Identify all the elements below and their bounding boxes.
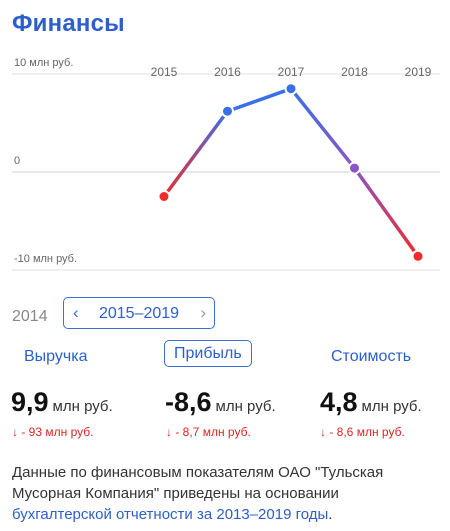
data-point-2015 [157, 190, 171, 203]
tab-revenue-label: Выручка [24, 348, 88, 365]
metric-revenue-unit: млн руб. [52, 398, 113, 415]
chart-points [157, 82, 425, 263]
chart-grid [12, 73, 440, 271]
source-note-link[interactable]: бухгалтерской отчетности за 2013–2019 го… [12, 506, 329, 523]
arrow-down-icon: ↓ [320, 425, 326, 439]
source-note-text: Данные по финансовым показателям ОАО "Ту… [12, 464, 384, 502]
metric-value-delta-text: - 8,6 млн руб. [329, 425, 405, 439]
tab-value-label: Стоимость [331, 348, 412, 365]
metric-profit-delta-text: - 8,7 млн руб. [175, 425, 251, 439]
source-note: Данные по финансовым показателям ОАО "Ту… [12, 462, 442, 525]
metric-value: 4,8 млн руб. [320, 387, 422, 418]
metric-profit-unit: млн руб. [215, 398, 276, 415]
tab-profit-label: Прибыль [164, 340, 252, 367]
x-tick-label-2: 2017 [278, 65, 305, 79]
metric-revenue: 9,9 млн руб. [11, 387, 113, 418]
chevron-left-icon[interactable]: ‹ [73, 303, 79, 322]
metric-value-delta: ↓ - 8,6 млн руб. [320, 425, 405, 439]
metric-revenue-delta-text: - 93 млн руб. [21, 425, 94, 439]
series-segment-2 [289, 86, 357, 170]
y-tick-label-0: 10 млн руб. [14, 58, 73, 69]
arrow-down-icon: ↓ [166, 425, 172, 439]
arrow-down-icon: ↓ [12, 425, 18, 439]
period-current-label: 2015–2019 [98, 305, 180, 322]
metric-revenue-value: 9,9 [11, 387, 49, 417]
source-note-end: . [328, 506, 333, 523]
metric-profit-value: -8,6 [165, 387, 212, 417]
x-tick-label-3: 2018 [341, 65, 368, 79]
data-point-2018 [348, 161, 361, 175]
metric-value-unit: млн руб. [361, 398, 422, 415]
metric-profit-delta: ↓ - 8,7 млн руб. [166, 425, 251, 439]
series-segment-1 [225, 86, 293, 113]
period-selector: 2014 ‹ 2015–2019 › [0, 296, 450, 336]
series-segment-0 [162, 109, 230, 199]
x-tick-label-4: 2019 [405, 65, 432, 79]
series-segment-3 [352, 166, 420, 259]
metric-profit: -8,6 млн руб. [165, 387, 276, 418]
data-point-2017 [284, 82, 298, 96]
page-title: Финансы [12, 10, 125, 37]
chevron-right-icon[interactable]: › [200, 303, 206, 322]
chart-labels: 10 млн руб. 0 -10 млн руб. 2015 2016 2017 2018… [14, 58, 432, 265]
data-point-2019 [411, 249, 425, 263]
chart-series-line [162, 86, 420, 259]
x-tick-label-0: 2015 [151, 65, 178, 79]
y-tick-label-1: 0 [14, 155, 20, 167]
metric-value-value: 4,8 [320, 387, 358, 417]
tab-revenue[interactable]: Выручка [24, 348, 87, 366]
metric-revenue-delta: ↓ - 93 млн руб. [12, 425, 93, 439]
tab-value[interactable]: Стоимость [331, 348, 411, 366]
profit-line-chart: 10 млн руб. 0 -10 млн руб. 2015 2016 2017 2018… [12, 58, 440, 271]
x-tick-label-1: 2016 [214, 65, 241, 79]
period-2014-link[interactable]: 2014 [12, 308, 48, 325]
data-point-2016 [221, 104, 234, 118]
y-tick-label-2: -10 млн руб. [14, 253, 77, 265]
tab-profit[interactable]: Прибыль [164, 340, 252, 367]
period-current-box[interactable]: ‹ 2015–2019 › [63, 297, 215, 329]
